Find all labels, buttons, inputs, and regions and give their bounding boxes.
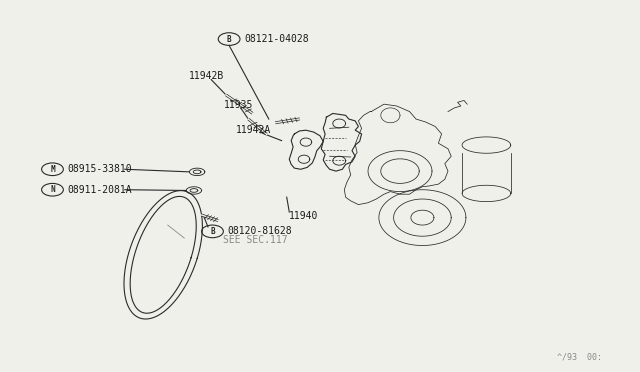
Text: 11935: 11935 xyxy=(224,100,253,110)
Text: 08120-81628: 08120-81628 xyxy=(228,227,292,236)
Text: 08121-04028: 08121-04028 xyxy=(244,34,309,44)
Text: SEE SEC.117: SEE SEC.117 xyxy=(223,235,287,245)
Text: 08911-2081A: 08911-2081A xyxy=(68,185,132,195)
Text: 11940: 11940 xyxy=(289,211,319,221)
Text: N: N xyxy=(50,185,55,194)
Text: ^/93  00:: ^/93 00: xyxy=(557,353,602,362)
Text: B: B xyxy=(227,35,232,44)
Text: B: B xyxy=(210,227,215,236)
Text: M: M xyxy=(50,165,55,174)
Text: 11942A: 11942A xyxy=(236,125,271,135)
Text: 11942B: 11942B xyxy=(189,71,224,81)
Text: 08915-33810: 08915-33810 xyxy=(68,164,132,174)
